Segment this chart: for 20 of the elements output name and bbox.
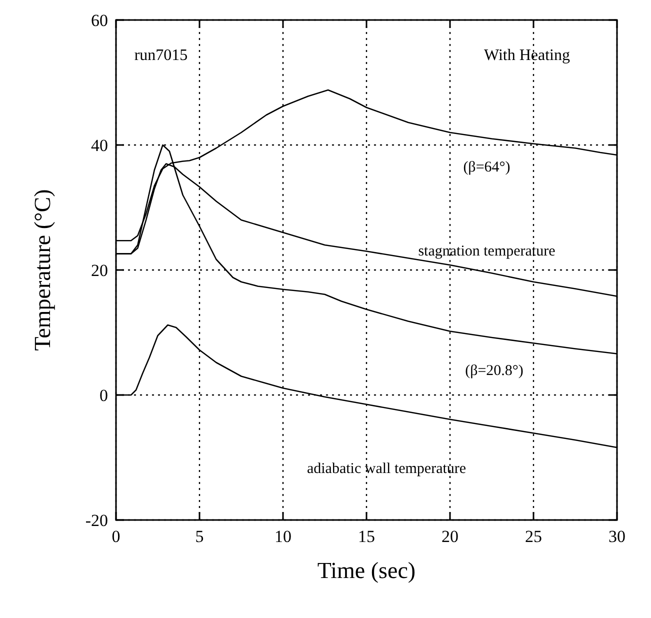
x-tick-label: 25 [525, 527, 542, 546]
x-tick-label: 20 [442, 527, 458, 546]
text: adiabatic wall temperature [306, 461, 466, 478]
x-tick-label: 10 [274, 527, 292, 546]
y-tick-label: 20 [91, 260, 108, 280]
x-tick-label: 0 [112, 527, 120, 546]
y-axis-title: Temperature (°C) [30, 189, 55, 351]
y-tick-label: 60 [91, 10, 108, 30]
annotation: run7015 [134, 47, 188, 64]
x-axis-title: Time (sec) [317, 558, 416, 583]
series-label: (β=64°) [463, 159, 510, 176]
y-tick-label: -20 [85, 510, 108, 530]
x-tick-label: 5 [195, 527, 204, 546]
x-tick-label: 30 [608, 527, 626, 546]
y-tick-label: 0 [100, 386, 108, 405]
y-tick-label: 40 [91, 136, 108, 155]
annotation: With Heating [484, 47, 570, 64]
series-label: stagnation temperature [418, 243, 556, 260]
x-tick-label: 15 [358, 527, 375, 546]
series-label: (β=20.8°) [465, 363, 524, 380]
